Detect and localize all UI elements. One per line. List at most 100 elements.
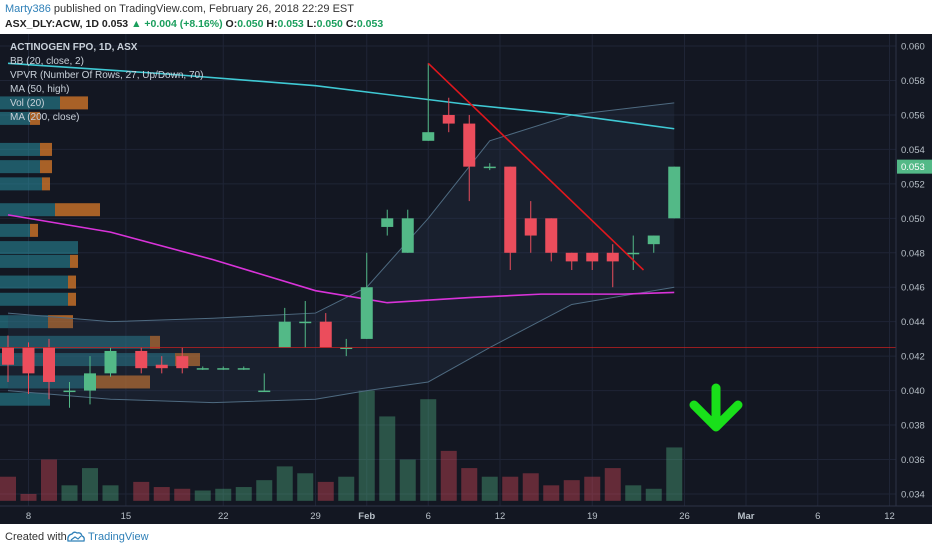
high-value: 0.053	[277, 18, 304, 30]
price-axis[interactable]: 0.060 0.058 0.056 0.054 0.052 0.050 0.048 0.046…	[895, 34, 932, 524]
candle	[606, 244, 619, 288]
candle	[524, 201, 537, 253]
volume-bar	[215, 488, 232, 501]
volume-bar	[399, 459, 416, 501]
time-tick-label: 6	[426, 511, 431, 522]
candle	[463, 114, 476, 202]
candle-body	[299, 321, 312, 324]
price-tick-label: 0.048	[901, 248, 925, 259]
close-label: C:	[345, 18, 357, 30]
volume-bar	[256, 480, 273, 501]
volume-bar	[604, 468, 621, 501]
price-tick-label: 0.058	[901, 76, 925, 87]
volume-bar	[358, 390, 375, 501]
candle-body	[258, 390, 271, 393]
candle	[155, 356, 168, 374]
legend-ma200[interactable]: MA (200, close)	[10, 112, 79, 123]
footer: Created with TradingView	[0, 524, 932, 550]
candle-body	[2, 347, 14, 365]
volume-bar	[338, 476, 355, 501]
price-tick-label: 0.044	[901, 317, 925, 328]
close-value: 0.053	[356, 18, 384, 30]
candle-body	[668, 166, 681, 219]
legend-ma50[interactable]: MA (50, high)	[10, 84, 69, 95]
vpvr-row-down	[68, 292, 76, 306]
ma200-line	[7, 62, 675, 130]
vpvr-row-down	[68, 275, 76, 289]
legend-vol[interactable]: Vol (20)	[10, 98, 44, 109]
high-label: H:	[266, 18, 278, 30]
time-tick-label: Mar	[738, 511, 755, 522]
volume-bar	[543, 485, 560, 501]
volume-bar	[194, 490, 211, 501]
candle	[278, 307, 291, 348]
legend-bb[interactable]: BB (20, close, 2)	[10, 56, 84, 67]
candle	[22, 342, 35, 395]
published-text: published on TradingView.com, February 2…	[53, 3, 354, 15]
volume-bar	[584, 476, 601, 501]
vpvr-row-up	[0, 292, 68, 306]
time-axis[interactable]: 8 15 22 29 Feb 6 12 19 26 Mar 6 12	[0, 505, 932, 524]
created-with-label: Created with	[5, 531, 67, 543]
vpvr-row-up	[0, 392, 50, 406]
time-tick-label: 12	[884, 511, 895, 522]
drawings	[0, 62, 896, 432]
candles	[2, 63, 681, 408]
vpvr-row-down	[42, 177, 50, 191]
volume-bar	[41, 459, 57, 501]
volume-profile	[0, 96, 200, 406]
candle	[319, 313, 332, 348]
time-tick-label: Feb	[358, 511, 375, 522]
vpvr-row-up	[0, 160, 40, 174]
candle-body	[237, 368, 250, 370]
time-tick-label: 8	[26, 511, 31, 522]
candle	[504, 166, 517, 270]
time-tick-label: 15	[121, 511, 132, 522]
volume-bar	[666, 447, 683, 501]
vpvr-row-up	[0, 223, 30, 237]
price-tick-label: 0.060	[901, 42, 925, 53]
candle-body	[627, 252, 640, 255]
author-link[interactable]: Marty386	[5, 3, 51, 15]
last-price-badge	[897, 159, 932, 174]
vpvr-row-up	[0, 142, 40, 156]
bollinger-lower	[7, 286, 675, 404]
volume-bar	[133, 481, 150, 501]
candle-body	[586, 252, 599, 262]
price-change: ▲ +0.004 (+8.16%)	[131, 18, 223, 30]
volume-bar	[379, 416, 396, 501]
candle	[258, 373, 271, 393]
volume-bar	[461, 468, 478, 501]
price-tick-label: 0.050	[901, 214, 925, 225]
volume-bar	[102, 485, 119, 501]
candle-body	[422, 132, 435, 141]
legend-vpvr[interactable]: VPVR (Number Of Rows, 27, Up/Down, 70)	[10, 70, 203, 81]
open-label: O:	[225, 18, 238, 30]
volume-bar	[625, 485, 642, 501]
volume-bar	[522, 473, 539, 501]
volume-bar	[645, 488, 662, 501]
candle	[63, 381, 76, 408]
candle-body	[360, 287, 373, 339]
price-tick-label: 0.034	[901, 489, 925, 500]
price-chart[interactable]: ACTINOGEN FPO, 1D, ASX BB (20, close, 2)…	[0, 34, 932, 524]
chart-background	[0, 34, 932, 524]
candle-body	[524, 218, 537, 236]
volume-bar	[61, 485, 78, 501]
vpvr-row-up	[0, 96, 60, 110]
candle	[104, 347, 117, 377]
candle-body	[84, 373, 96, 391]
time-tick-label: 6	[815, 511, 820, 522]
candle-body	[63, 390, 76, 393]
volume-bar	[82, 468, 98, 501]
candle	[360, 252, 373, 339]
candle-body	[22, 347, 35, 374]
volume-bar	[174, 488, 191, 501]
tradingview-link[interactable]: TradingView	[88, 531, 149, 543]
candle-body	[43, 347, 55, 382]
price-axis-bg	[896, 34, 932, 524]
volume-bar	[297, 473, 314, 501]
candle-body	[104, 350, 117, 374]
vpvr-row-up	[0, 177, 42, 191]
vpvr-row-down	[30, 223, 38, 237]
